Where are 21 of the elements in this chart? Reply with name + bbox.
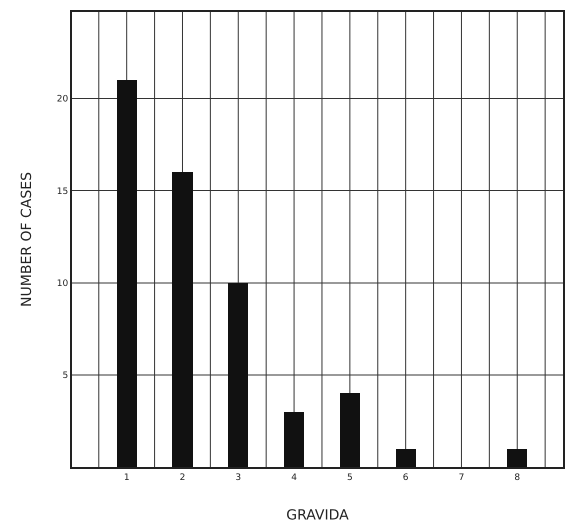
y-tick-label: 15: [56, 186, 68, 197]
bar: [117, 80, 137, 467]
x-tick-label: 1: [124, 472, 130, 483]
x-tick-label: 2: [180, 472, 186, 483]
bar: [507, 449, 527, 467]
y-axis-title: NUMBER OF CASES: [18, 172, 35, 307]
x-tick-label: 7: [458, 472, 464, 483]
y-tick-label: 10: [56, 278, 68, 289]
bar: [228, 283, 248, 467]
x-tick-label: 4: [291, 472, 298, 483]
bar: [284, 412, 304, 467]
y-tick-label: 20: [56, 94, 68, 105]
bar: [396, 449, 416, 467]
bar: [340, 393, 360, 467]
x-tick-label: 8: [514, 472, 520, 483]
y-tick-label: 5: [62, 371, 68, 382]
x-tick-label: 6: [402, 472, 409, 483]
x-tick-label: 3: [235, 472, 242, 483]
bar: [172, 172, 193, 467]
x-tick-label: 5: [346, 472, 353, 483]
x-axis-title: GRAVIDA: [286, 508, 350, 524]
